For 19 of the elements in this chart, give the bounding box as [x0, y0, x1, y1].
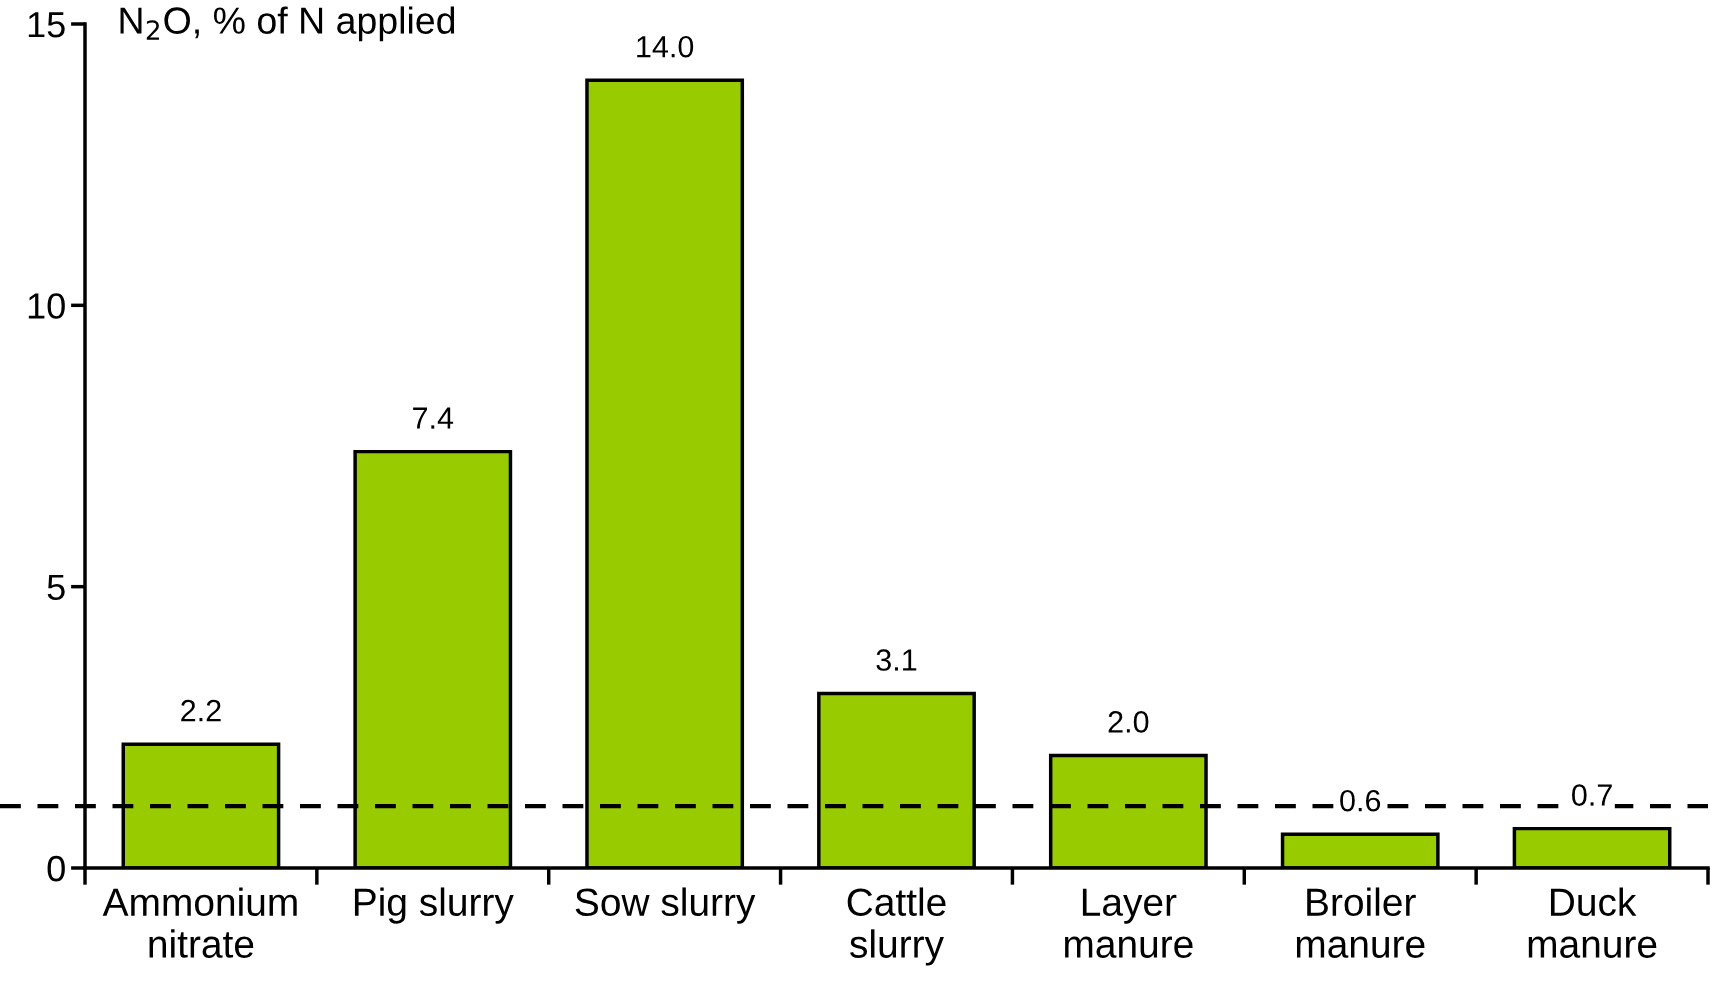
data-label: 3.1: [876, 649, 917, 671]
data-label: 2.2: [181, 699, 221, 722]
x-tick-label: Cattle slurry: [847, 887, 946, 966]
data-label: 0.7: [1572, 784, 1612, 806]
y-tick-label: 10: [28, 293, 65, 319]
data-label: 0.6: [1340, 789, 1381, 812]
data-label: 2.0: [1108, 711, 1149, 733]
x-tick-label: Duck manure: [1528, 887, 1657, 958]
y-axis-title: N$_{2}$O, % of N applied: [120, 6, 455, 42]
x-tick-label: Layer manure: [1065, 888, 1193, 958]
y-tick-label: 0: [47, 855, 65, 882]
x-tick-label: Pig slurry: [354, 887, 514, 924]
x-tick-label: Sow slurry: [575, 887, 756, 924]
data-label: 7.4: [413, 407, 454, 429]
data-label: 14.0: [637, 35, 694, 58]
x-tick-label: Broiler manure: [1296, 887, 1425, 958]
y-tick-label: 15: [28, 12, 65, 38]
x-tick-label: Ammonium nitrate: [102, 887, 297, 958]
y-tick-label: 5: [47, 574, 65, 601]
